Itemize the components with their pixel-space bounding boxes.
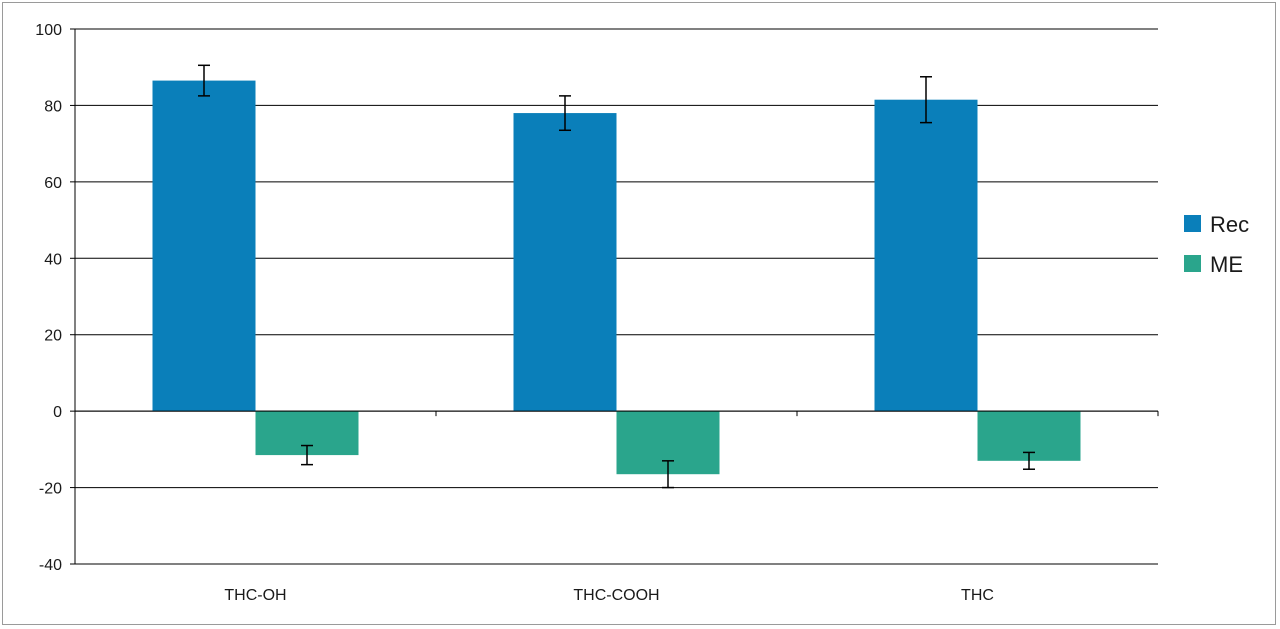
y-tick-label: 60	[44, 175, 62, 192]
legend-label: Rec	[1210, 212, 1249, 237]
axes: 100 80 60 40 20 0 -20 -40 THC-OH THC-COOH THC	[35, 22, 1159, 604]
legend: Rec ME	[1184, 212, 1249, 277]
bars	[152, 80, 1081, 475]
legend-swatch-me	[1184, 255, 1201, 272]
x-category-label: THC	[961, 587, 994, 604]
legend-label: ME	[1210, 252, 1243, 277]
y-tick-label: 100	[35, 22, 62, 39]
y-tick-label: 20	[44, 328, 62, 345]
y-tick-label: 0	[53, 404, 62, 421]
y-tick-label: -20	[39, 481, 62, 498]
x-category-label: THC-OH	[224, 587, 286, 604]
bar-rec-thc	[874, 99, 978, 412]
bar-rec-thc-oh	[152, 80, 256, 412]
error-bars	[198, 64, 1035, 489]
y-tick-label: -40	[39, 557, 62, 574]
y-tick-label: 40	[44, 251, 62, 268]
legend-swatch-rec	[1184, 215, 1201, 232]
bar-rec-thc-cooh	[513, 113, 617, 412]
y-tick-label: 80	[44, 98, 62, 115]
x-category-label: THC-COOH	[573, 587, 659, 604]
